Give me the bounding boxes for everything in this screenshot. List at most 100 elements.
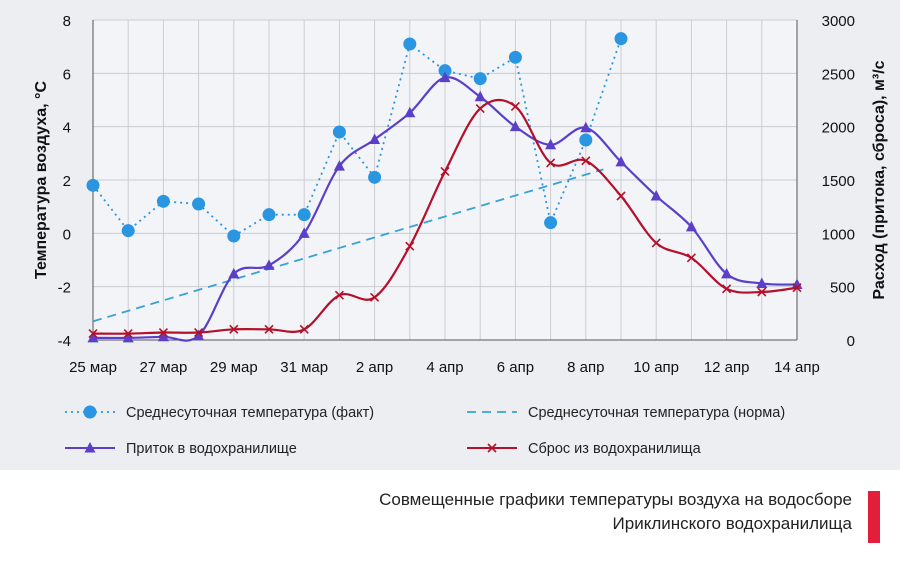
data-point xyxy=(370,292,380,302)
x-tick-label: 27 мар xyxy=(139,359,187,376)
data-point xyxy=(508,50,522,64)
legend-item: Приток в водохранилище xyxy=(65,441,297,457)
data-point xyxy=(297,208,311,222)
data-point xyxy=(158,327,168,338)
data-point xyxy=(229,324,239,334)
series-1-group xyxy=(92,168,604,323)
y-left-tick-label: 6 xyxy=(63,66,71,83)
data-point xyxy=(333,160,345,171)
y-right-tick-label: 500 xyxy=(830,280,855,297)
data-point xyxy=(473,72,487,86)
y-left-tick-label: 2 xyxy=(63,173,71,190)
data-point xyxy=(546,158,556,168)
data-point xyxy=(651,238,661,248)
data-point xyxy=(122,331,134,343)
data-point xyxy=(685,220,697,232)
y-left-tick-label: 8 xyxy=(63,13,71,30)
legend-item: Среднесуточная температура (норма) xyxy=(467,405,785,421)
data-point xyxy=(580,121,592,133)
data-point xyxy=(403,37,417,51)
series-3-group xyxy=(88,98,802,339)
series-2-group xyxy=(87,71,803,343)
data-point xyxy=(157,330,169,342)
data-point xyxy=(368,170,382,184)
data-point xyxy=(123,329,133,339)
y-right-tick-label: 1500 xyxy=(822,173,855,190)
y-left-tick-label: -2 xyxy=(58,280,71,297)
data-point xyxy=(88,329,98,339)
x-tick-label: 2 апр xyxy=(356,359,393,376)
data-point xyxy=(438,64,452,78)
data-point xyxy=(228,267,240,279)
data-point xyxy=(87,331,99,343)
legend-swatch-marker xyxy=(84,442,96,453)
data-point xyxy=(721,267,733,279)
legend-item: Среднесуточная температура (факт) xyxy=(65,405,374,421)
data-point xyxy=(544,216,558,230)
data-point xyxy=(405,241,415,251)
data-point xyxy=(722,284,732,294)
data-point xyxy=(439,71,451,83)
x-tick-label: 4 апр xyxy=(426,359,463,376)
data-point xyxy=(156,194,170,208)
data-point xyxy=(369,133,381,144)
data-point xyxy=(791,278,803,290)
data-point xyxy=(616,191,626,201)
data-point xyxy=(686,253,696,263)
caption-line-2: Ириклинского водохранилища xyxy=(612,514,852,533)
y-right-tick-label: 2000 xyxy=(822,120,855,137)
data-point xyxy=(298,227,310,238)
data-point xyxy=(193,329,205,341)
y-right-tick-label: 1000 xyxy=(822,226,855,243)
data-point xyxy=(227,229,241,243)
legend-item: Сброс из водохранилища xyxy=(467,441,702,457)
data-point xyxy=(263,259,275,270)
y-left-tick-label: -4 xyxy=(58,333,71,350)
legend-swatch-marker xyxy=(83,405,97,419)
y-left-tick-label: 0 xyxy=(63,226,71,243)
data-point xyxy=(614,32,628,46)
data-point xyxy=(404,106,416,118)
x-tick-label: 10 апр xyxy=(633,359,679,376)
y-left-axis-title: Температура воздуха, °С xyxy=(33,81,50,279)
caption-line-1: Совмещенные графики температуры воздуха … xyxy=(379,490,852,509)
data-point xyxy=(332,125,346,139)
data-point xyxy=(192,197,206,211)
chart-caption: Совмещенные графики температуры воздуха … xyxy=(252,488,852,536)
x-tick-label: 12 апр xyxy=(704,359,750,376)
data-point xyxy=(757,287,767,297)
data-point xyxy=(650,190,662,201)
legend-label: Сброс из водохранилища xyxy=(528,441,702,457)
x-tick-label: 29 мар xyxy=(210,359,258,376)
data-point xyxy=(86,178,100,192)
data-point xyxy=(334,290,344,300)
data-point xyxy=(440,166,450,177)
legend-label: Приток в водохранилище xyxy=(126,441,297,457)
data-point xyxy=(792,283,802,293)
caption-accent-bar xyxy=(868,491,880,543)
x-tick-label: 8 апр xyxy=(567,359,604,376)
legend-label: Среднесуточная температура (норма) xyxy=(528,405,785,421)
chart-svg: -4 -2 0 2 4 6 8 0 500 1000 1500 2000 2500 3000 25 мар 2… xyxy=(33,13,888,457)
data-point xyxy=(581,156,591,166)
data-point xyxy=(545,138,557,150)
x-tick-label: 14 апр xyxy=(774,359,820,376)
chart-area: -4 -2 0 2 4 6 8 0 500 1000 1500 2000 2500 3000 25 мар 2… xyxy=(0,0,900,470)
data-point xyxy=(509,120,521,132)
series-line xyxy=(92,38,622,238)
data-point xyxy=(475,103,485,114)
data-point xyxy=(474,90,486,102)
data-point xyxy=(615,155,627,167)
y-right-tick-label: 2500 xyxy=(822,66,855,83)
data-point xyxy=(121,224,135,238)
legend-label: Среднесуточная температура (факт) xyxy=(126,405,374,421)
x-tick-label: 6 апр xyxy=(497,359,534,376)
x-tick-label: 31 мар xyxy=(280,359,328,376)
y-right-tick-label: 3000 xyxy=(822,13,855,30)
y-right-axis-title: Расход (притока, сброса), м³/с xyxy=(871,60,888,299)
y-right-tick-label: 0 xyxy=(847,333,855,350)
data-point xyxy=(510,101,520,111)
x-tick-label: 25 мар xyxy=(69,359,117,376)
legend-swatch-marker xyxy=(487,443,497,453)
data-point xyxy=(579,133,593,147)
